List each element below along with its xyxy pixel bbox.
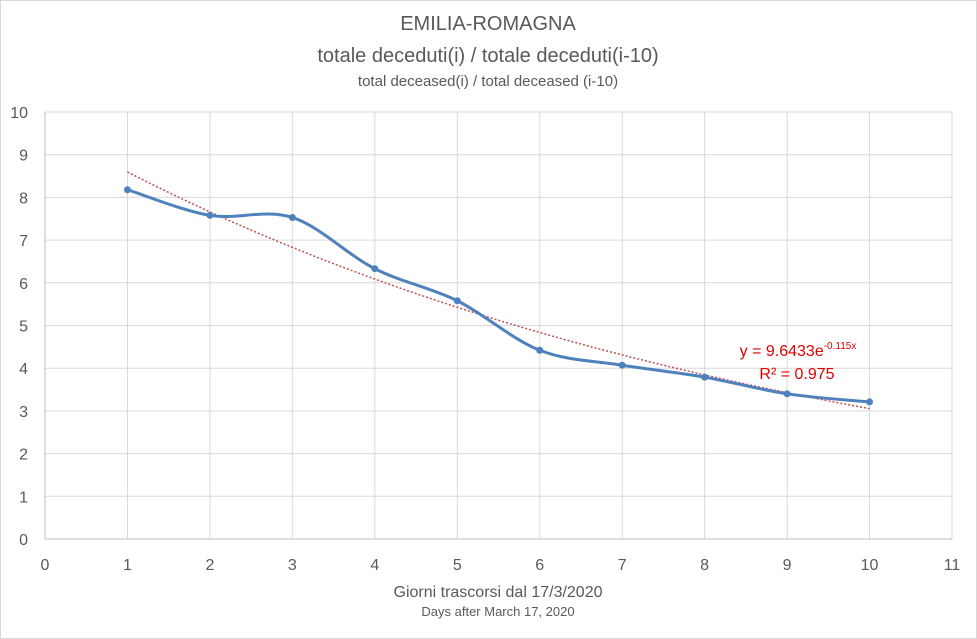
trendline-equation-exponent: -0.115x xyxy=(824,341,857,352)
y-tick-label: 5 xyxy=(19,319,28,336)
data-point xyxy=(453,297,461,305)
trendline-curve xyxy=(127,171,870,410)
data-point xyxy=(866,398,874,406)
y-tick-label: 0 xyxy=(19,532,28,549)
x-tick-label: 11 xyxy=(944,557,961,574)
y-tick-label: 6 xyxy=(19,276,28,293)
x-axis-title-en: Days after March 17, 2020 xyxy=(421,604,574,619)
data-point xyxy=(206,211,214,219)
series-layer xyxy=(123,186,874,406)
data-point xyxy=(783,390,791,398)
chart-title: EMILIA-ROMAGNA xyxy=(400,13,576,35)
trendline xyxy=(127,171,870,410)
data-point xyxy=(536,346,544,354)
y-tick-label: 1 xyxy=(19,489,28,506)
y-tick-label: 8 xyxy=(19,190,28,207)
x-tick-label: 5 xyxy=(453,557,462,574)
tick-labels: 0 1 2 3 4 5 6 7 8 9 10 0 1 2 3 4 5 6 7 8 9 10 11 xyxy=(10,105,960,574)
x-tick-label: 4 xyxy=(370,557,379,574)
y-tick-label: 10 xyxy=(10,105,28,122)
x-tick-label: 0 xyxy=(41,557,50,574)
y-tick-label: 4 xyxy=(19,361,28,378)
x-tick-label: 3 xyxy=(288,557,297,574)
data-point xyxy=(371,265,379,273)
data-point xyxy=(123,186,131,194)
y-tick-label: 2 xyxy=(19,447,28,464)
x-tick-label: 7 xyxy=(618,557,627,574)
y-tick-label: 7 xyxy=(19,233,28,250)
chart-subtitle-en: total deceased(i) / total deceased (i-10… xyxy=(358,73,618,90)
grid xyxy=(44,111,953,540)
trendline-r2: R² = 0.975 xyxy=(759,366,834,383)
x-tick-label: 1 xyxy=(123,557,132,574)
y-tick-label: 3 xyxy=(19,404,28,421)
y-tick-label: 9 xyxy=(19,148,28,165)
x-tick-label: 2 xyxy=(205,557,214,574)
x-tick-label: 6 xyxy=(535,557,544,574)
x-axis-title: Giorni trascorsi dal 17/3/2020 xyxy=(394,584,603,601)
chart-subtitle: totale deceduti(i) / totale deceduti(i-1… xyxy=(317,45,658,67)
data-point xyxy=(618,361,626,369)
series-line xyxy=(127,188,870,404)
x-tick-label: 9 xyxy=(783,557,792,574)
data-point xyxy=(701,373,709,381)
x-tick-label: 8 xyxy=(700,557,709,574)
data-point xyxy=(288,213,296,221)
trendline-equation: y = 9.6433e-0.115x xyxy=(740,341,857,360)
trendline-equation-base: y = 9.6433e xyxy=(740,343,824,360)
x-tick-label: 10 xyxy=(861,557,879,574)
